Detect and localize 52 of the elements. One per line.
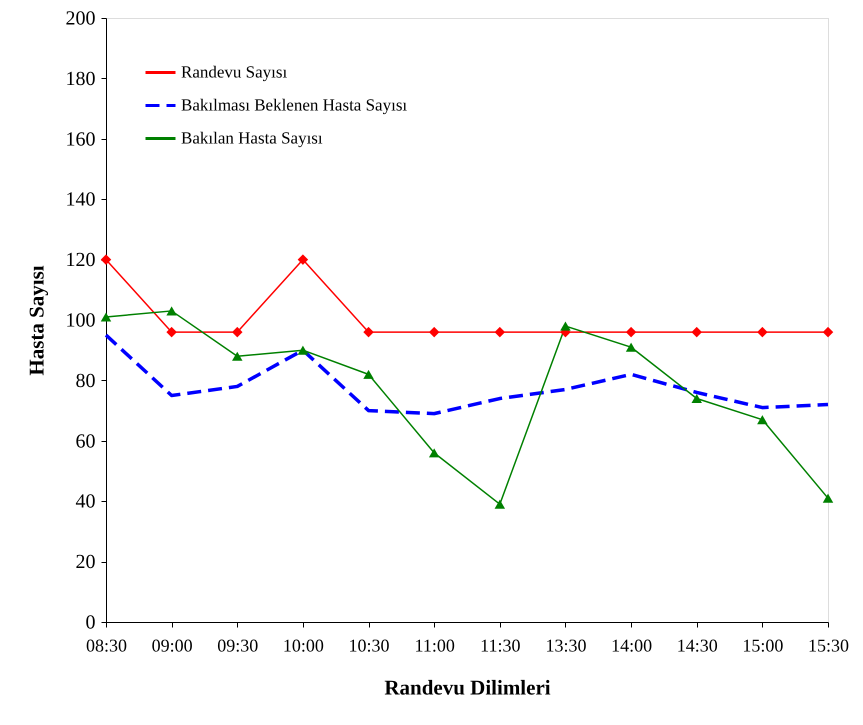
line-series [104,333,830,416]
x-tick-label: 08:30 [86,636,128,656]
y-tick-label: 0 [86,612,96,634]
point [363,370,374,379]
point [232,352,243,361]
point [494,500,506,509]
x-tick-label: 15:00 [742,636,784,656]
x-tick-label: 10:30 [348,636,390,656]
point [822,494,834,503]
y-tick-label: 40 [76,490,96,513]
point [166,326,177,338]
point [100,254,112,265]
point [560,322,571,331]
point [494,326,506,338]
y-tick-label: 100 [66,310,96,332]
point [626,342,636,352]
y-tick-label: 140 [66,188,96,211]
point [166,306,177,316]
point [757,326,768,338]
y-tick-label: 200 [66,8,96,30]
point [691,394,702,404]
x-tick-label: 09:00 [152,636,193,656]
point [232,326,243,338]
y-tick-label: 180 [66,68,96,90]
y-tick-label: 120 [66,249,96,272]
x-tick-label: 15:30 [808,636,850,656]
y-tick-label: 60 [76,430,96,452]
point [626,326,636,338]
point [757,415,768,424]
point [822,326,834,338]
y-axis-title: Hasta Sayısı [24,265,48,376]
x-tick-label: 11:30 [480,636,520,656]
point [298,346,308,355]
point [100,312,112,322]
x-tick-label: 14:00 [611,636,652,656]
legend-label: Randevu Sayısı [181,62,288,82]
point [428,326,440,338]
legend-label: Bakılan Hasta Sayısı [181,128,323,148]
legend-label: Bakılması Beklenen Hasta Sayısı [181,96,408,114]
y-tick-label: 160 [66,128,96,150]
x-tick-label: 14:30 [676,636,718,656]
point [298,254,308,265]
point [428,448,440,458]
y-tick-label: 80 [76,370,96,392]
x-tick-label: 09:30 [217,636,258,656]
point [691,326,702,338]
y-tick-label: 20 [76,551,96,574]
point [363,326,374,338]
x-axis-title: Randevu Dilimleri [384,676,551,700]
x-tick-label: 11:00 [414,636,455,656]
x-tick-label: 13:30 [545,636,586,656]
x-tick-label: 10:00 [282,636,324,656]
